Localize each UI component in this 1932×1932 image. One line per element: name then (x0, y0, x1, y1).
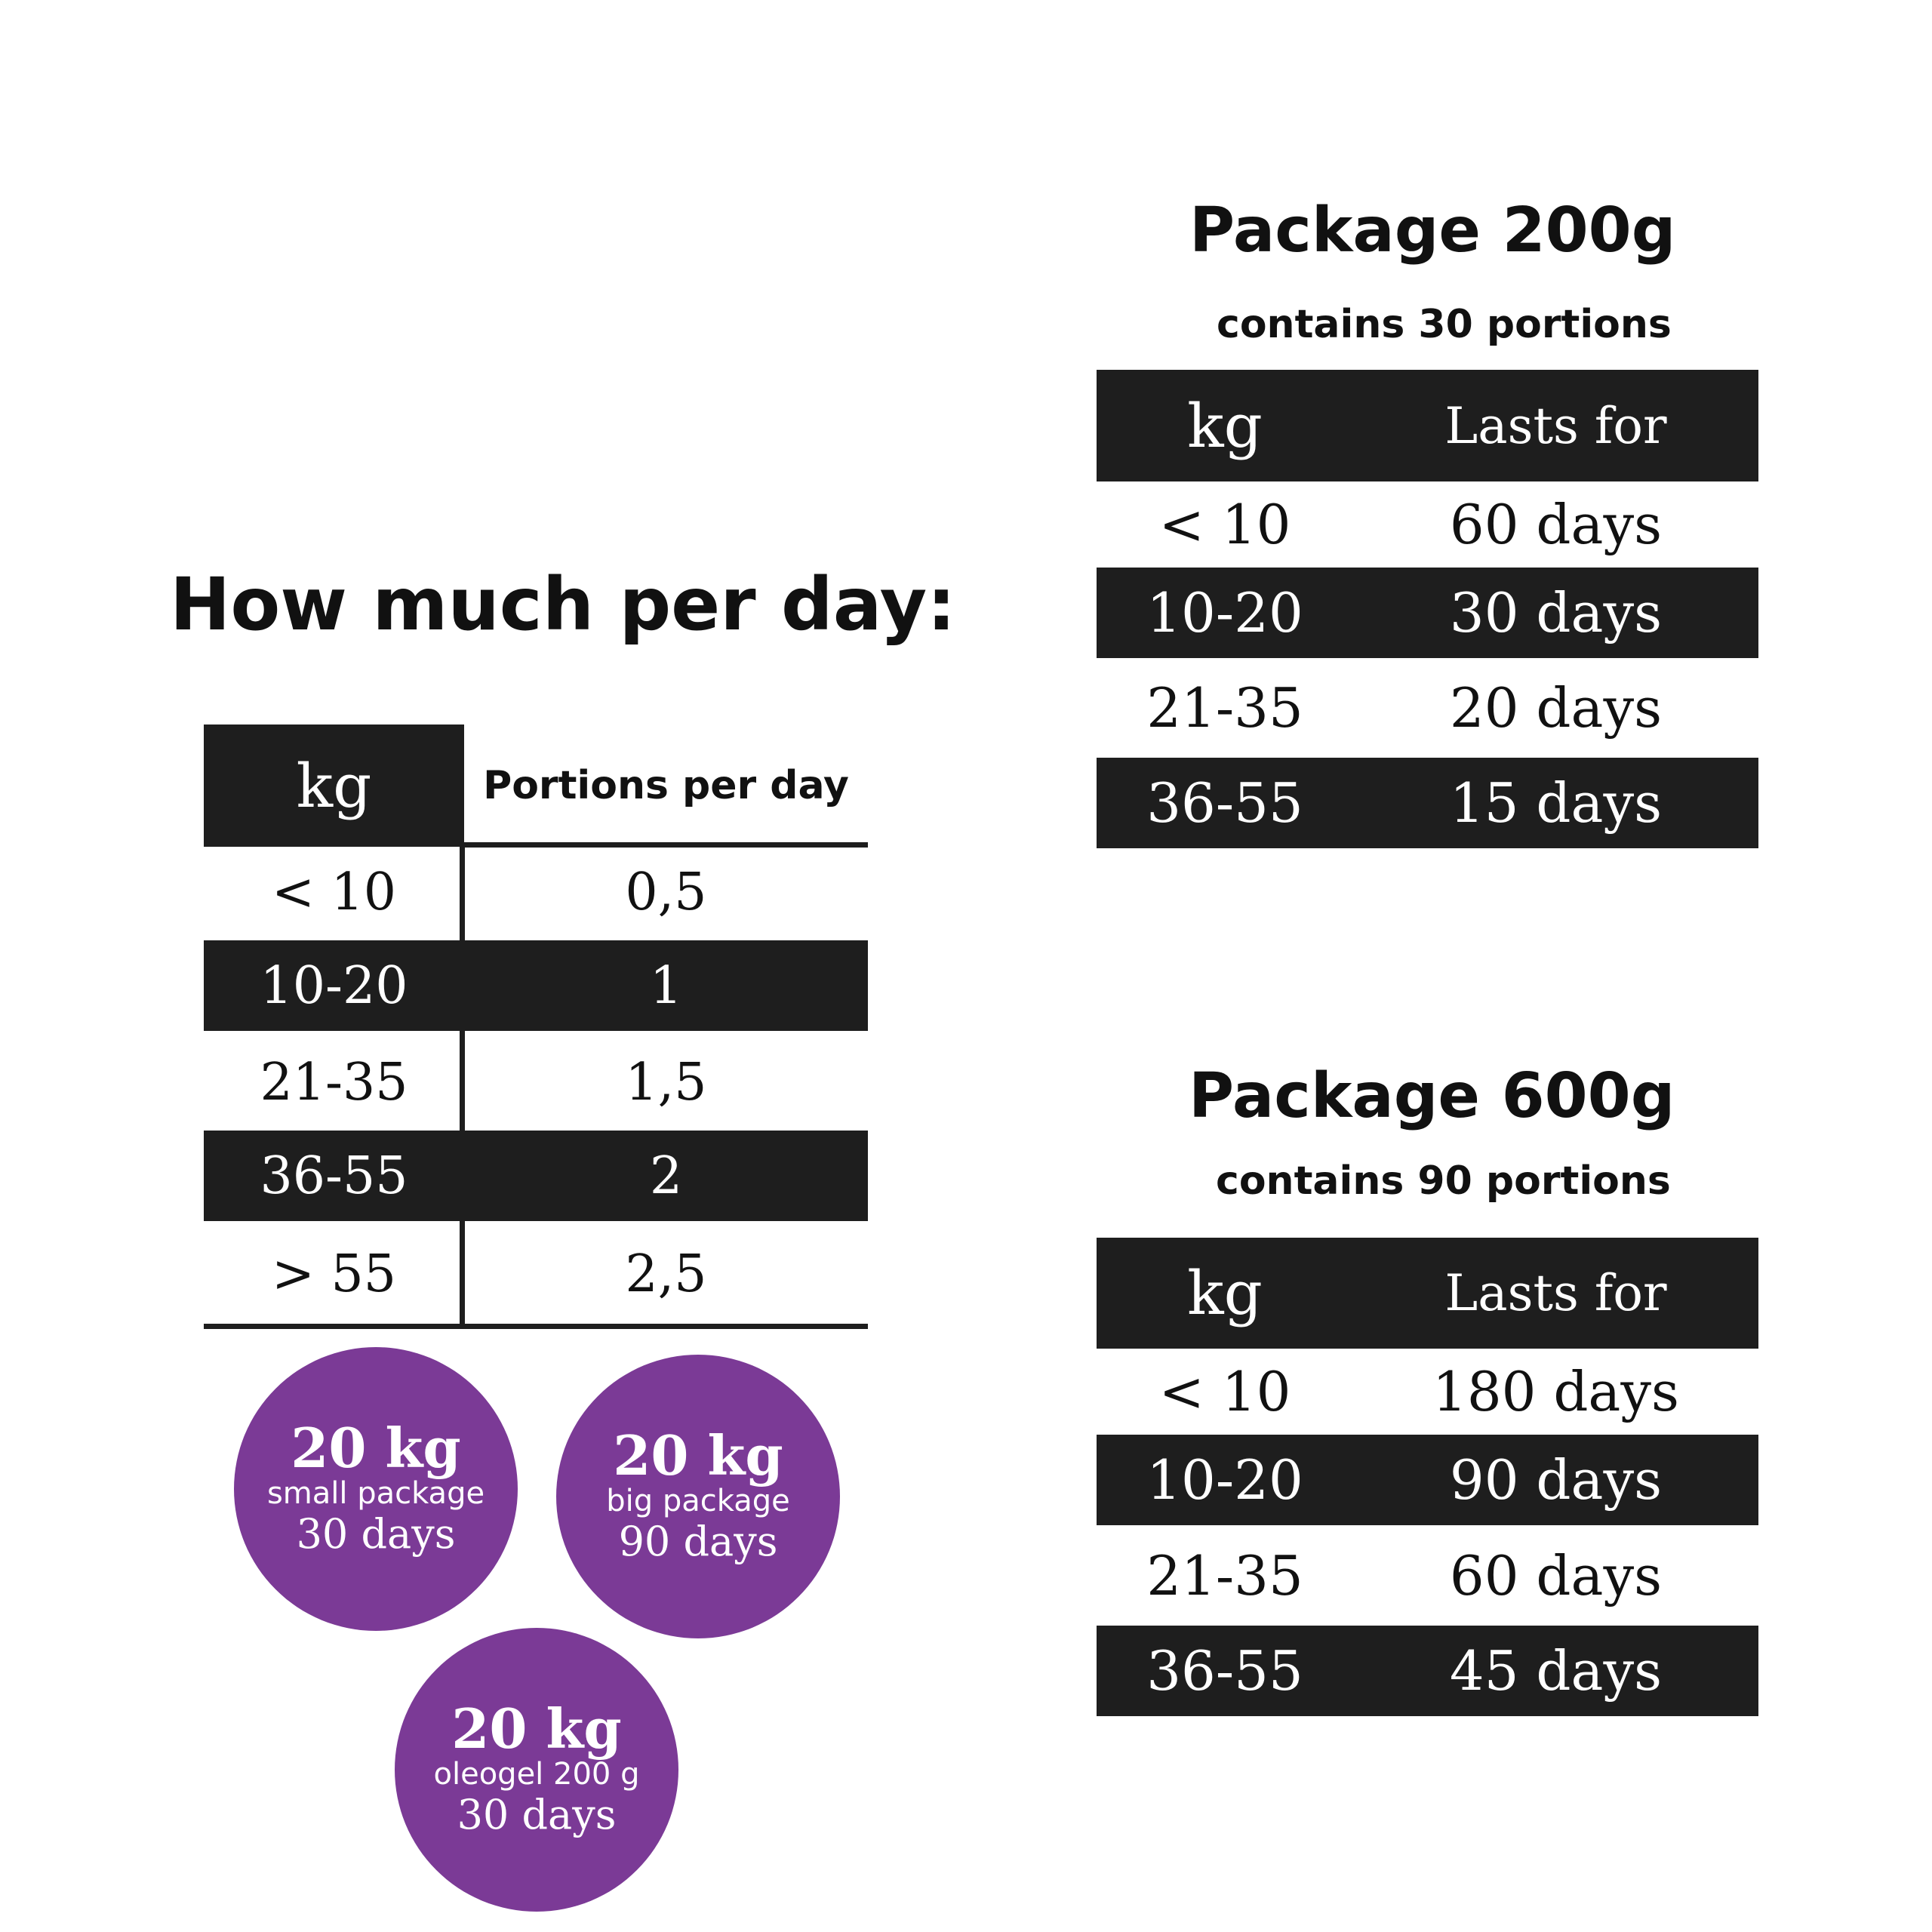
lasts-cell: 60 days (1449, 493, 1663, 556)
kg-cell: 36-55 (260, 1146, 408, 1206)
lasts-cell: 60 days (1449, 1543, 1663, 1607)
portions-cell: 0,5 (625, 862, 707, 922)
table-row: 36-55 45 days (1097, 1626, 1758, 1716)
kg-cell: 36-55 (1146, 1639, 1303, 1703)
lasts-cell: 30 days (1449, 581, 1663, 645)
portions-cell: 2 (649, 1146, 683, 1206)
left-table-header-portions: Portions per day (464, 724, 868, 847)
badge-package: small package (266, 1476, 485, 1512)
header-label: kg (296, 750, 372, 821)
lasts-cell: 180 days (1432, 1360, 1679, 1423)
kg-cell: < 10 (1158, 493, 1291, 556)
table-header-row: kg Lasts for (1097, 1238, 1758, 1349)
package-200-title: Package 200g (1189, 195, 1676, 266)
table-row: 10-20 1 (204, 940, 868, 1031)
lasts-cell: 45 days (1449, 1639, 1663, 1703)
table-row: 10-20 90 days (1097, 1435, 1758, 1525)
kg-cell: > 55 (271, 1244, 397, 1304)
header-label: Portions per day (483, 763, 849, 808)
kg-cell: 36-55 (1146, 771, 1303, 835)
badge-duration: 30 days (296, 1510, 456, 1558)
kg-cell: 21-35 (260, 1052, 408, 1112)
table-row: 10-20 30 days (1097, 568, 1758, 658)
package-200-table: kg Lasts for < 10 60 days 10-20 30 days … (1097, 370, 1758, 857)
kg-cell: < 10 (271, 862, 397, 922)
table-row: > 55 2,5 (204, 1224, 868, 1324)
table-bottom-rule (204, 1324, 868, 1329)
table-row: < 10 0,5 (204, 847, 868, 937)
lasts-cell: 15 days (1449, 771, 1663, 835)
badge-package: big package (606, 1484, 790, 1519)
kg-cell: 10-20 (1146, 581, 1303, 645)
portions-cell: 1 (649, 955, 683, 1016)
package-600-title: Package 600g (1189, 1060, 1675, 1132)
page-title: How much per day: (170, 562, 956, 647)
portions-cell: 1,5 (625, 1052, 707, 1112)
package-600-table: kg Lasts for < 10 180 days 10-20 90 days… (1097, 1238, 1758, 1724)
left-table-header-kg: kg (204, 724, 464, 847)
header-label: kg (1187, 1258, 1263, 1328)
badge-big-package: 20 kg big package 90 days (556, 1355, 840, 1638)
portions-cell: 2,5 (625, 1244, 707, 1304)
badge-weight: 20 kg (291, 1416, 461, 1481)
column-divider (460, 847, 465, 1327)
badge-duration: 90 days (618, 1518, 778, 1566)
table-row: 36-55 15 days (1097, 758, 1758, 848)
table-row: 21-35 1,5 (204, 1034, 868, 1131)
package-200-subtitle: contains 30 portions (1217, 302, 1672, 347)
badge-duration: 30 days (457, 1791, 617, 1839)
header-label: Lasts for (1444, 1264, 1667, 1322)
left-table: < 10 0,5 10-20 1 21-35 1,5 36-55 2 > 55 … (204, 847, 868, 1327)
kg-cell: < 10 (1158, 1360, 1291, 1423)
badge-package: oleogel 200 g (433, 1757, 640, 1792)
badge-small-package: 20 kg small package 30 days (234, 1347, 518, 1631)
table-row: < 10 60 days (1097, 481, 1758, 568)
lasts-cell: 20 days (1449, 676, 1663, 740)
table-divider (464, 842, 868, 848)
table-row: 21-35 60 days (1097, 1525, 1758, 1626)
package-600-subtitle: contains 90 portions (1216, 1158, 1671, 1204)
header-label: Lasts for (1444, 396, 1667, 455)
badge-weight: 20 kg (451, 1697, 622, 1761)
table-row: < 10 180 days (1097, 1349, 1758, 1435)
lasts-cell: 90 days (1449, 1448, 1663, 1512)
table-header-row: kg Lasts for (1097, 370, 1758, 481)
table-row: 36-55 2 (204, 1131, 868, 1221)
kg-cell: 10-20 (260, 955, 408, 1016)
badge-oleogel: 20 kg oleogel 200 g 30 days (395, 1628, 678, 1912)
table-row: 21-35 20 days (1097, 658, 1758, 758)
header-label: kg (1187, 390, 1263, 461)
kg-cell: 10-20 (1146, 1448, 1303, 1512)
kg-cell: 21-35 (1146, 676, 1303, 740)
badge-weight: 20 kg (613, 1423, 783, 1488)
kg-cell: 21-35 (1146, 1543, 1303, 1607)
